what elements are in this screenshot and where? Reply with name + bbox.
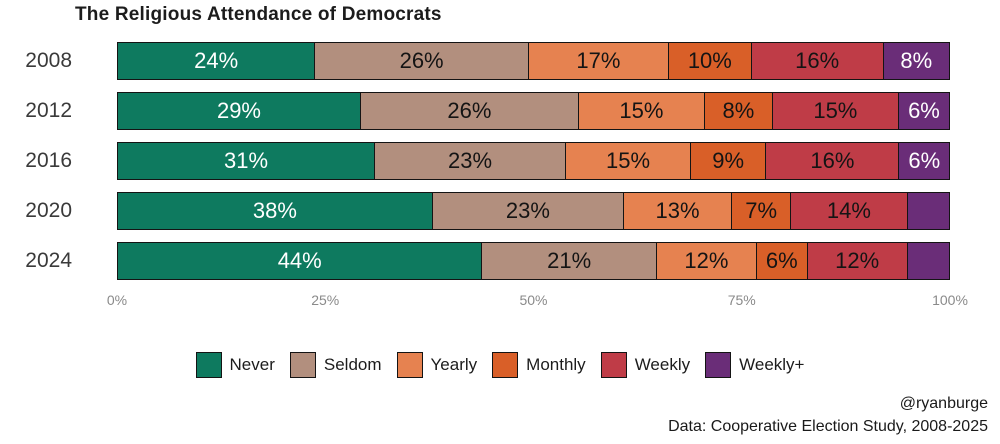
legend: Never Seldom Yearly Monthly Weekly Weekly+ bbox=[0, 352, 1000, 378]
legend-swatch bbox=[705, 352, 732, 378]
bar-track: 29% 26% 15% 8% 15% 6% bbox=[117, 92, 950, 130]
bar-segment-never: 29% bbox=[117, 92, 361, 130]
bar-segment-weekly: 16% bbox=[766, 142, 900, 180]
bar-segment-yearly: 15% bbox=[578, 92, 706, 130]
bar-row: 2020 38% 23% 13% 7% 14% bbox=[0, 192, 1000, 230]
legend-label: Monthly bbox=[526, 355, 586, 374]
bar-track: 44% 21% 12% 6% 12% bbox=[117, 242, 950, 280]
bar-segment-yearly: 12% bbox=[656, 242, 758, 280]
bar-track: 24% 26% 17% 10% 16% 8% bbox=[117, 42, 950, 80]
data-source: Data: Cooperative Election Study, 2008-2… bbox=[668, 417, 988, 435]
year-label: 2008 bbox=[25, 49, 72, 72]
bar-segment-monthly: 9% bbox=[690, 142, 767, 180]
bar-segment-never: 24% bbox=[117, 42, 316, 80]
legend-item-yearly: Yearly bbox=[396, 352, 478, 378]
bar-segment-weeklyplus bbox=[907, 242, 950, 280]
bar-segment-monthly: 10% bbox=[668, 42, 752, 80]
x-axis: 0% 25% 50% 75% 100% bbox=[107, 292, 968, 310]
legend-item-weeklyplus: Weekly+ bbox=[705, 352, 804, 378]
bar-segment-monthly: 6% bbox=[757, 242, 808, 280]
bar-segment-never: 31% bbox=[117, 142, 376, 180]
legend-label: Weekly+ bbox=[739, 355, 805, 374]
bar-segment-weeklyplus: 8% bbox=[883, 42, 950, 80]
bar-track: 31% 23% 15% 9% 16% 6% bbox=[117, 142, 951, 180]
x-axis-tick-label: 100% bbox=[932, 292, 968, 308]
legend-label: Seldom bbox=[323, 355, 382, 374]
legend-item-weekly: Weekly bbox=[600, 352, 691, 378]
bar-segment-never: 44% bbox=[117, 242, 483, 280]
x-axis-tick-label: 25% bbox=[311, 292, 340, 308]
bar-segment-seldom: 26% bbox=[360, 92, 579, 130]
bar-segment-yearly: 17% bbox=[528, 42, 669, 80]
x-axis-tick-label: 50% bbox=[519, 292, 548, 308]
x-axis-tick-label: 75% bbox=[727, 292, 756, 308]
year-label: 2012 bbox=[25, 99, 72, 122]
credit-handle: @ryanburge bbox=[899, 395, 988, 413]
bar-segment-seldom: 23% bbox=[375, 142, 567, 180]
bar-row: 2024 44% 21% 12% 6% 12% bbox=[0, 242, 1000, 280]
bar-segment-weekly: 15% bbox=[772, 92, 899, 130]
bar-row: 2016 31% 23% 15% 9% 16% 6% bbox=[0, 142, 1000, 180]
bar-track: 38% 23% 13% 7% 14% bbox=[117, 192, 950, 230]
year-label: 2016 bbox=[25, 149, 72, 172]
bar-segment-yearly: 13% bbox=[623, 192, 733, 230]
bar-segment-weeklyplus bbox=[907, 192, 950, 230]
bar-segment-weeklyplus: 6% bbox=[898, 92, 950, 130]
footer: @ryanburge Data: Cooperative Election St… bbox=[668, 393, 988, 438]
year-label: 2024 bbox=[25, 249, 72, 272]
bar-segment-weekly: 14% bbox=[791, 192, 908, 230]
bar-segment-yearly: 15% bbox=[566, 142, 691, 180]
legend-swatch bbox=[492, 352, 519, 378]
bar-segment-never: 38% bbox=[117, 192, 433, 230]
bar-row: 2012 29% 26% 15% 8% 15% 6% bbox=[0, 92, 1000, 130]
bar-segment-seldom: 23% bbox=[432, 192, 624, 230]
year-label: 2020 bbox=[25, 199, 72, 222]
x-axis-tick-label: 0% bbox=[106, 292, 128, 308]
chart-title: The Religious Attendance of Democrats bbox=[75, 4, 442, 25]
legend-swatch bbox=[600, 352, 627, 378]
legend-label: Weekly bbox=[634, 355, 691, 374]
bar-rows: 2008 24% 26% 17% 10% 16% 8% 2012 29% 26% 15% 8% 15% 6… bbox=[0, 42, 1000, 292]
legend-item-never: Never bbox=[195, 352, 275, 378]
bar-segment-weekly: 12% bbox=[807, 242, 908, 280]
bar-segment-seldom: 26% bbox=[315, 42, 529, 80]
legend-swatch bbox=[289, 352, 316, 378]
legend-label: Yearly bbox=[430, 355, 478, 374]
legend-label: Never bbox=[229, 355, 275, 374]
legend-swatch bbox=[396, 352, 423, 378]
legend-item-monthly: Monthly bbox=[492, 352, 586, 378]
bar-segment-seldom: 21% bbox=[482, 242, 657, 280]
legend-swatch bbox=[195, 352, 222, 378]
bar-segment-monthly: 8% bbox=[705, 92, 773, 130]
bar-segment-weeklyplus: 6% bbox=[899, 142, 951, 180]
bar-row: 2008 24% 26% 17% 10% 16% 8% bbox=[0, 42, 1000, 80]
bar-segment-monthly: 7% bbox=[732, 192, 792, 230]
bar-segment-weekly: 16% bbox=[751, 42, 884, 80]
legend-item-seldom: Seldom bbox=[289, 352, 382, 378]
